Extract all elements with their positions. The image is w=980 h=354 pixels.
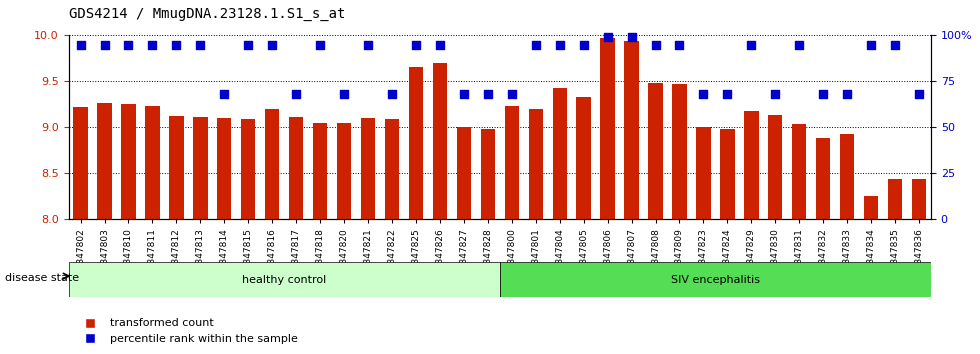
Point [313,42,328,47]
Bar [337,123,351,219]
Point [767,91,783,97]
Point [480,91,496,97]
Bar [122,104,135,219]
Text: SIV encephalitis: SIV encephalitis [671,275,760,285]
Text: healthy control: healthy control [242,275,326,285]
Text: disease state: disease state [5,273,79,283]
Point [815,91,831,97]
Bar [505,106,519,219]
Point [839,91,855,97]
Point [361,42,376,47]
Bar [553,88,566,219]
Bar [265,109,279,219]
Point [145,42,161,47]
Point [97,42,113,47]
Point [384,91,400,97]
Bar [624,41,639,219]
Bar [457,126,471,219]
Point [265,42,280,47]
Point [288,91,304,97]
Point [696,91,711,97]
Bar [193,117,208,219]
Point [576,42,592,47]
Bar [649,83,662,219]
Bar [840,134,855,219]
Point [671,42,687,47]
Bar [864,195,878,219]
Point [863,42,879,47]
Legend: transformed count, percentile rank within the sample: transformed count, percentile rank withi… [74,314,302,348]
Point [887,42,903,47]
Bar [361,118,375,219]
Bar [816,138,830,219]
Point [408,42,423,47]
Bar [218,118,231,219]
Point [456,91,471,97]
Bar [672,84,687,219]
Bar [385,119,399,219]
Bar [289,117,304,219]
Point [744,42,760,47]
Bar [170,116,183,219]
Bar [601,38,614,219]
Point [192,42,208,47]
Bar [433,63,447,219]
Bar [74,107,88,219]
Point [552,42,567,47]
FancyBboxPatch shape [500,262,931,297]
Bar [720,129,735,219]
Bar [480,129,495,219]
Point [528,42,544,47]
Bar [241,119,256,219]
Bar [792,124,807,219]
Point [792,42,808,47]
Point [240,42,256,47]
Point [432,42,448,47]
Point [623,34,639,40]
Point [911,91,927,97]
Point [121,42,136,47]
Bar [888,179,903,219]
Bar [97,103,112,219]
Point [169,42,184,47]
Text: GDS4214 / MmugDNA.23128.1.S1_s_at: GDS4214 / MmugDNA.23128.1.S1_s_at [69,7,345,21]
FancyBboxPatch shape [69,262,500,297]
Bar [744,111,759,219]
Point [504,91,519,97]
Bar [768,115,782,219]
Point [336,91,352,97]
Point [719,91,735,97]
Point [648,42,663,47]
Point [73,42,88,47]
Bar [696,127,710,219]
Bar [576,97,591,219]
Bar [528,109,543,219]
Bar [911,179,926,219]
Point [600,34,615,40]
Bar [313,123,327,219]
Point [217,91,232,97]
Bar [409,67,423,219]
Bar [145,106,160,219]
